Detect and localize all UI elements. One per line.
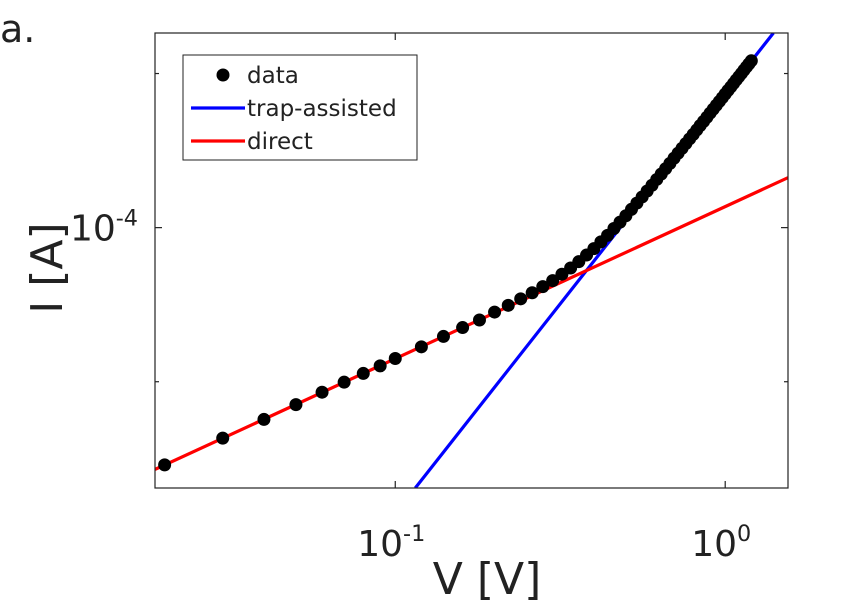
data-point [501, 298, 515, 312]
data-point [546, 274, 560, 288]
legend-label: direct [247, 129, 313, 155]
tick-label: 10-4 [70, 206, 138, 250]
data-point [158, 458, 172, 472]
tick-label-base: 10 [70, 209, 116, 250]
data-point [289, 398, 303, 412]
tick-label-base: 10 [691, 524, 737, 565]
plot-area [155, 33, 788, 488]
y-axis-label: I [A] [22, 222, 73, 313]
axes-box [154, 32, 789, 489]
tick-label: 10-1 [357, 521, 425, 565]
tick-label-exponent: -1 [403, 521, 425, 547]
x-axis-label: V [V] [433, 554, 542, 605]
legend-label: data [247, 63, 299, 89]
data-point [525, 286, 539, 300]
data-point [536, 280, 550, 294]
data-point [337, 375, 351, 389]
data-point [388, 352, 402, 366]
data-point [315, 385, 329, 399]
data-point [373, 359, 387, 373]
tick-label-exponent: 0 [737, 521, 751, 547]
data-point [744, 54, 758, 68]
data-point [488, 305, 502, 319]
data-point [356, 366, 370, 380]
tick-label-exponent: -4 [116, 206, 138, 232]
data-point [456, 321, 470, 335]
panel-label: a. [0, 7, 35, 51]
legend: data trap-assisted direct [182, 54, 418, 161]
legend-label: trap-assisted [247, 96, 397, 122]
data-point [257, 412, 271, 426]
data-point [414, 340, 428, 354]
tick-label-base: 10 [357, 524, 403, 565]
legend-swatch [216, 68, 230, 82]
fit-line [155, 176, 788, 471]
data-point [472, 313, 486, 327]
tick-label: 100 [691, 521, 751, 565]
data-point [216, 431, 230, 445]
data-point [436, 329, 450, 343]
data-point [514, 292, 528, 306]
